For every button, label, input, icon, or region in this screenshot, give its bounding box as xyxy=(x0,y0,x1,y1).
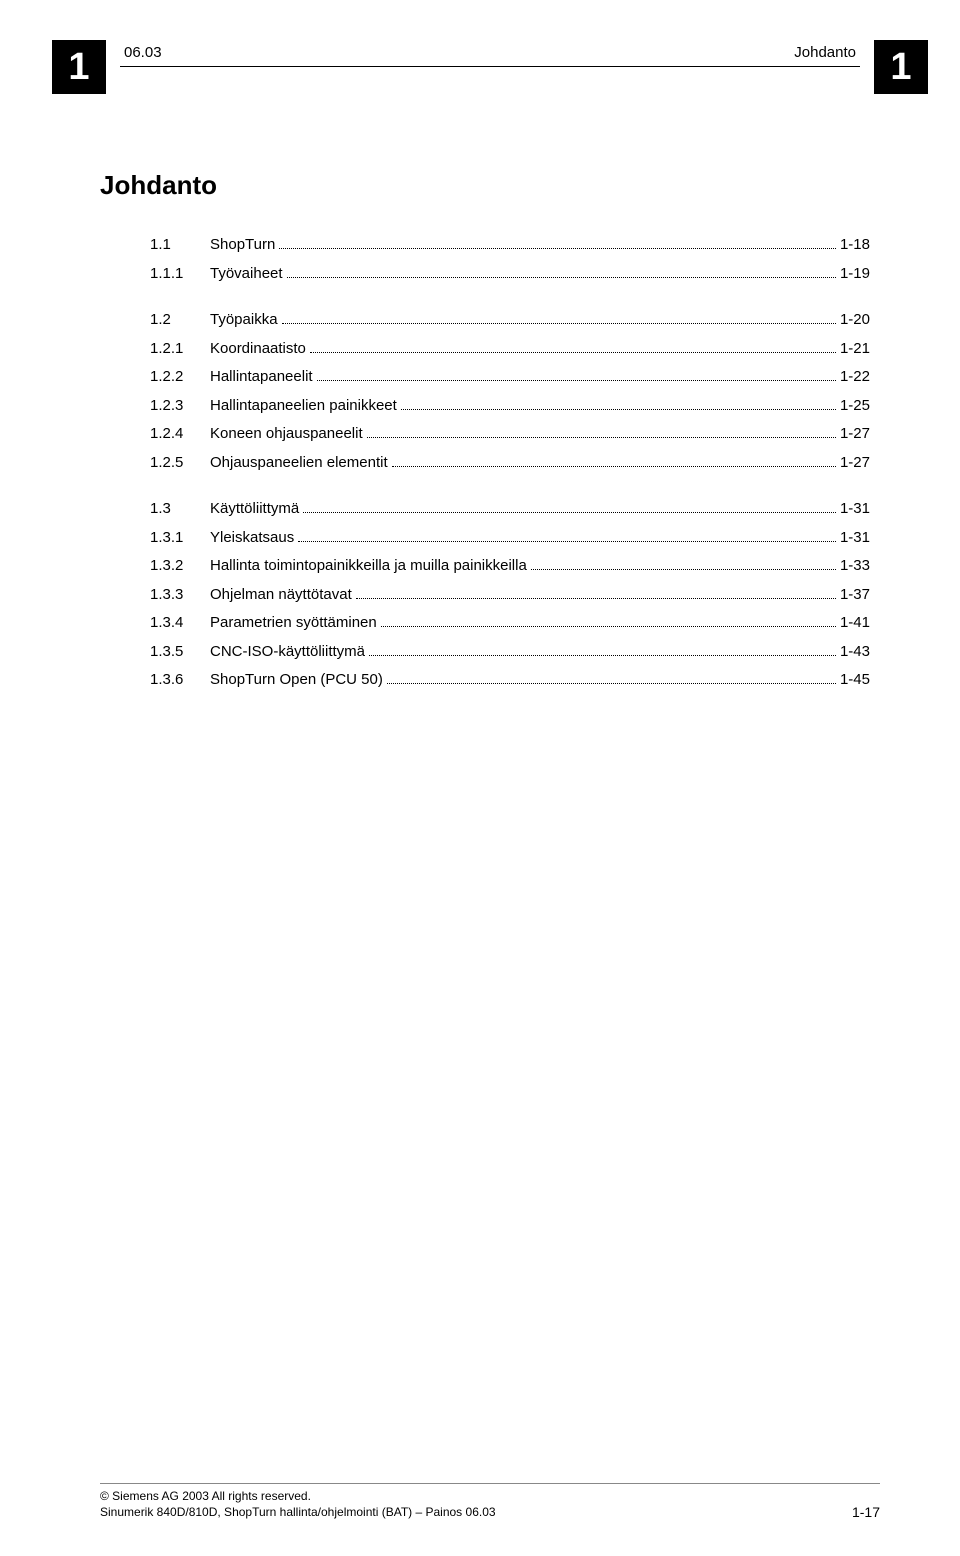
toc-entry-label: Työvaiheet xyxy=(210,260,283,289)
toc-entry-label: Käyttöliittymä xyxy=(210,495,299,524)
toc-entry-page: 1-37 xyxy=(840,581,870,610)
toc-entry: 1.3.5 CNC-ISO-käyttöliittymä 1-43 xyxy=(150,638,870,667)
toc-leader xyxy=(282,323,836,324)
page-header: 1 06.03 Johdanto 1 xyxy=(100,40,880,110)
toc-leader xyxy=(298,541,836,542)
toc-entry-page: 1-19 xyxy=(840,260,870,289)
toc-entry-label: Koneen ohjauspaneelit xyxy=(210,420,363,449)
toc-entry-number: 1.3.6 xyxy=(150,666,210,695)
toc-entry-page: 1-20 xyxy=(840,306,870,335)
toc-entry-number: 1.3.3 xyxy=(150,581,210,610)
section-badge-right: 1 xyxy=(874,40,928,94)
toc-entry-page: 1-31 xyxy=(840,524,870,553)
toc-entry: 1.2.5 Ohjauspaneelien elementit 1-27 xyxy=(150,449,870,478)
toc-entry-label: Parametrien syöttäminen xyxy=(210,609,377,638)
footer-rule xyxy=(100,1483,880,1484)
toc-entry-page: 1-43 xyxy=(840,638,870,667)
toc-entry-label: Yleiskatsaus xyxy=(210,524,294,553)
toc-entry-label: Koordinaatisto xyxy=(210,335,306,364)
footer-copyright: © Siemens AG 2003 All rights reserved. xyxy=(100,1488,496,1504)
page-title: Johdanto xyxy=(100,170,880,201)
toc-leader xyxy=(303,512,836,513)
toc-entry-number: 1.2.4 xyxy=(150,420,210,449)
footer-doc-title: Sinumerik 840D/810D, ShopTurn hallinta/o… xyxy=(100,1504,496,1520)
toc-entry-page: 1-31 xyxy=(840,495,870,524)
toc-leader xyxy=(387,683,836,684)
footer-left: © Siemens AG 2003 All rights reserved. S… xyxy=(100,1488,496,1520)
toc-entry-number: 1.2.5 xyxy=(150,449,210,478)
toc-entry-number: 1.2.2 xyxy=(150,363,210,392)
toc-leader xyxy=(531,569,836,570)
toc-leader xyxy=(369,655,836,656)
toc-entry-page: 1-33 xyxy=(840,552,870,581)
toc-entry-label: Hallintapaneelit xyxy=(210,363,313,392)
toc-entry-page: 1-45 xyxy=(840,666,870,695)
toc-entry: 1.3 Käyttöliittymä 1-31 xyxy=(150,495,870,524)
toc-entry: 1.3.1 Yleiskatsaus 1-31 xyxy=(150,524,870,553)
toc-entry-page: 1-27 xyxy=(840,420,870,449)
toc-entry: 1.2.2 Hallintapaneelit 1-22 xyxy=(150,363,870,392)
toc-entry-number: 1.3.5 xyxy=(150,638,210,667)
toc-entry: 1.2.1 Koordinaatisto 1-21 xyxy=(150,335,870,364)
toc-entry-label: Työpaikka xyxy=(210,306,278,335)
toc-entry-label: Ohjauspaneelien elementit xyxy=(210,449,388,478)
toc-entry: 1.3.2 Hallinta toimintopainikkeilla ja m… xyxy=(150,552,870,581)
toc-entry-page: 1-21 xyxy=(840,335,870,364)
toc-leader xyxy=(356,598,836,599)
page: 1 06.03 Johdanto 1 Johdanto 1.1 ShopTurn… xyxy=(0,0,960,1556)
toc-entry: 1.1 ShopTurn 1-18 xyxy=(150,231,870,260)
toc-leader xyxy=(401,409,836,410)
toc-entry-label: ShopTurn Open (PCU 50) xyxy=(210,666,383,695)
toc-leader xyxy=(279,248,836,249)
toc-entry: 1.2 Työpaikka 1-20 xyxy=(150,306,870,335)
toc-entry-label: ShopTurn xyxy=(210,231,275,260)
toc-entry-page: 1-22 xyxy=(840,363,870,392)
toc-entry: 1.2.3 Hallintapaneelien painikkeet 1-25 xyxy=(150,392,870,421)
toc-entry-number: 1.3.4 xyxy=(150,609,210,638)
section-badge-left: 1 xyxy=(52,40,106,94)
toc-entry-number: 1.3 xyxy=(150,495,210,524)
toc-entry: 1.1.1 Työvaiheet 1-19 xyxy=(150,260,870,289)
toc-entry-page: 1-25 xyxy=(840,392,870,421)
header-rule xyxy=(120,66,860,67)
toc-entry-number: 1.2.3 xyxy=(150,392,210,421)
table-of-contents: 1.1 ShopTurn 1-18 1.1.1 Työvaiheet 1-19 … xyxy=(150,231,870,695)
toc-leader xyxy=(287,277,836,278)
toc-entry-label: Ohjelman näyttötavat xyxy=(210,581,352,610)
toc-entry-number: 1.3.2 xyxy=(150,552,210,581)
toc-entry-page: 1-27 xyxy=(840,449,870,478)
toc-group: 1.3 Käyttöliittymä 1-31 1.3.1 Yleiskatsa… xyxy=(150,495,870,695)
toc-leader xyxy=(310,352,836,353)
toc-leader xyxy=(381,626,836,627)
toc-entry-number: 1.2 xyxy=(150,306,210,335)
toc-leader xyxy=(392,466,836,467)
toc-entry: 1.2.4 Koneen ohjauspaneelit 1-27 xyxy=(150,420,870,449)
toc-entry: 1.3.6 ShopTurn Open (PCU 50) 1-45 xyxy=(150,666,870,695)
toc-entry-number: 1.1.1 xyxy=(150,260,210,289)
toc-entry-label: CNC-ISO-käyttöliittymä xyxy=(210,638,365,667)
toc-entry: 1.3.4 Parametrien syöttäminen 1-41 xyxy=(150,609,870,638)
toc-entry-label: Hallinta toimintopainikkeilla ja muilla … xyxy=(210,552,527,581)
toc-group: 1.2 Työpaikka 1-20 1.2.1 Koordinaatisto … xyxy=(150,306,870,477)
toc-entry-number: 1.3.1 xyxy=(150,524,210,553)
header-section-label: Johdanto xyxy=(794,44,856,61)
page-footer: © Siemens AG 2003 All rights reserved. S… xyxy=(100,1483,880,1520)
toc-entry-page: 1-18 xyxy=(840,231,870,260)
toc-leader xyxy=(317,380,836,381)
toc-entry-number: 1.2.1 xyxy=(150,335,210,364)
toc-entry: 1.3.3 Ohjelman näyttötavat 1-37 xyxy=(150,581,870,610)
footer-row: © Siemens AG 2003 All rights reserved. S… xyxy=(100,1488,880,1520)
toc-entry-page: 1-41 xyxy=(840,609,870,638)
toc-leader xyxy=(367,437,836,438)
toc-entry-label: Hallintapaneelien painikkeet xyxy=(210,392,397,421)
footer-page-number: 1-17 xyxy=(852,1504,880,1520)
header-code: 06.03 xyxy=(124,44,162,61)
toc-entry-number: 1.1 xyxy=(150,231,210,260)
toc-group: 1.1 ShopTurn 1-18 1.1.1 Työvaiheet 1-19 xyxy=(150,231,870,288)
